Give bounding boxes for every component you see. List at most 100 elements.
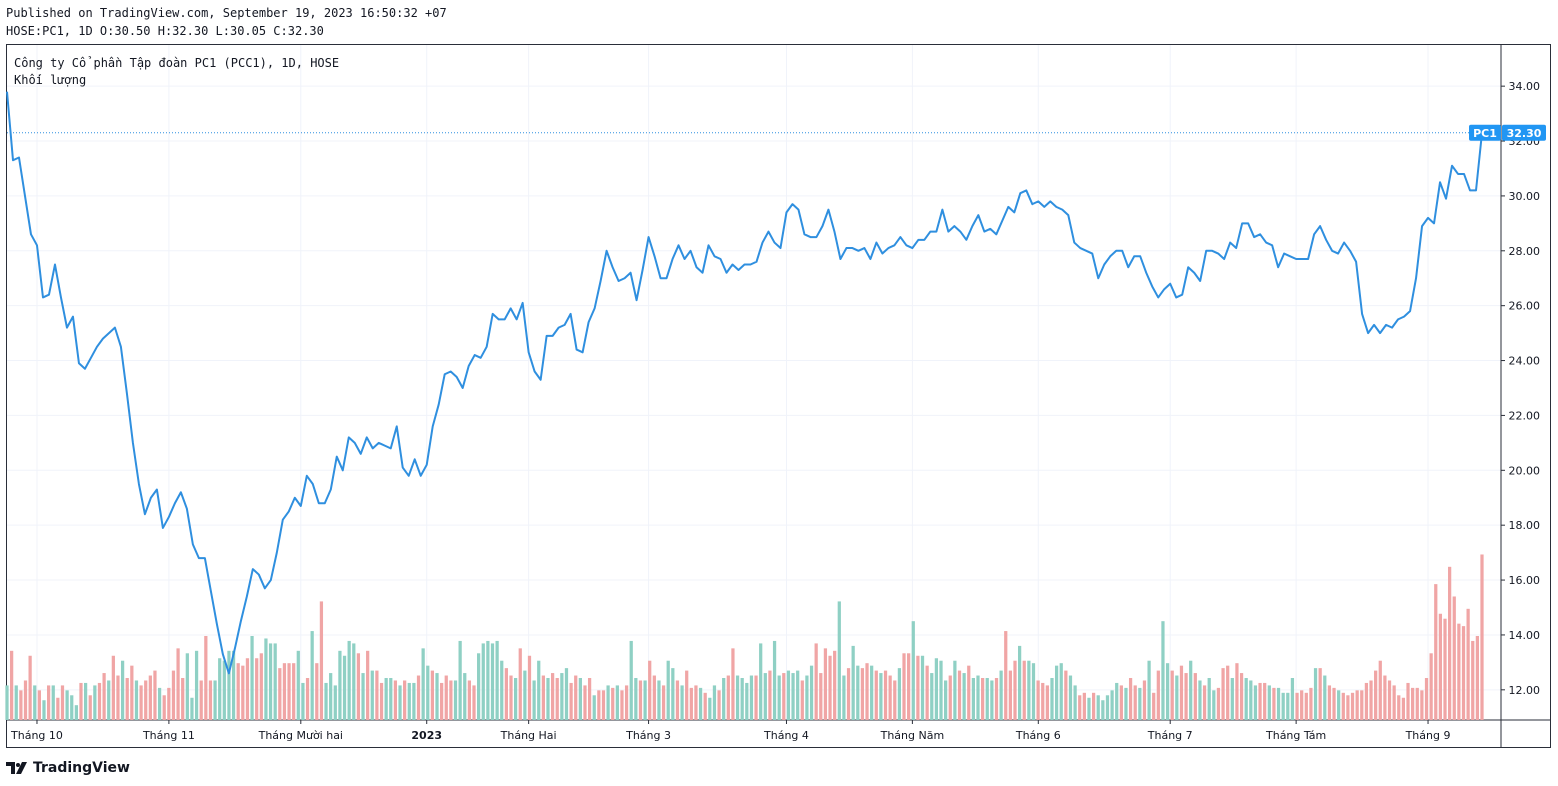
volume-bar: [222, 660, 226, 720]
volume-bar: [856, 665, 860, 720]
volume-bar: [1438, 613, 1443, 720]
volume-bar: [185, 653, 189, 720]
volume-bar: [1448, 566, 1452, 720]
volume-bar: [342, 655, 347, 720]
volume-bar: [292, 663, 296, 720]
volume-bar: [162, 695, 166, 720]
volume-bar: [60, 685, 65, 720]
volume-bar: [500, 660, 504, 720]
volume-bar: [870, 665, 874, 720]
volume-bar: [828, 655, 832, 720]
brand-name: TradingView: [33, 760, 130, 776]
volume-bar: [1133, 685, 1137, 720]
volume-bar: [749, 675, 754, 720]
volume-bar: [532, 680, 536, 720]
volume-bar: [1457, 623, 1461, 720]
volume-bar: [1346, 695, 1350, 720]
volume-bar: [1027, 660, 1031, 720]
volume-bar: [1272, 687, 1276, 720]
volume-bar: [1429, 653, 1433, 720]
volume-bar: [1471, 640, 1475, 720]
volume-bar: [134, 680, 139, 720]
volume-bar: [1378, 660, 1382, 720]
volume-bar: [1475, 636, 1479, 720]
volume-bar: [130, 665, 134, 720]
volume-bar: [120, 660, 125, 720]
volume-bar: [398, 685, 402, 720]
volume-bar: [1360, 690, 1364, 720]
time-tick-label: 2023: [411, 729, 442, 742]
volume-bar: [680, 685, 684, 720]
volume-bar: [1165, 663, 1170, 720]
volume-bar: [444, 675, 448, 720]
volume-bar: [1226, 665, 1230, 720]
time-tick-label: Tháng Mười hai: [258, 729, 343, 742]
symbol-badge-label: PC1: [1473, 127, 1497, 140]
volume-bar: [5, 685, 9, 720]
price-tick-label: 30.00: [1509, 190, 1541, 203]
volume-bar: [1480, 554, 1484, 720]
volume-bar: [1175, 675, 1179, 720]
volume-bar: [236, 663, 240, 720]
volume-bar: [1161, 621, 1165, 720]
volume-bar: [1327, 685, 1332, 720]
volume-bar: [1036, 680, 1040, 720]
volume-bar: [412, 682, 416, 720]
volume-bar: [782, 673, 786, 720]
volume-bar: [379, 682, 384, 720]
volume-bar: [231, 650, 236, 720]
volume-bar: [1253, 685, 1258, 720]
price-tick-label: 20.00: [1509, 464, 1541, 477]
volume-bar: [481, 643, 485, 720]
tradingview-logo-icon: [6, 762, 27, 774]
volume-bar: [1263, 682, 1267, 720]
volume-bar: [273, 643, 277, 720]
volume-bar: [1124, 687, 1128, 720]
volume-bar: [657, 680, 661, 720]
volume-bar: [352, 643, 356, 720]
volume-bar: [920, 655, 925, 720]
volume-bar: [791, 673, 795, 720]
volume-bar: [953, 660, 957, 720]
volume-bar: [587, 678, 592, 720]
volume-bar: [971, 678, 975, 720]
volume-bar: [1239, 673, 1244, 720]
volume-bar: [1374, 670, 1378, 720]
volume-bar: [1207, 678, 1211, 720]
volume-bar: [1281, 692, 1285, 720]
volume-bar: [712, 685, 717, 720]
volume-bar: [305, 678, 310, 720]
volume-bar: [1096, 695, 1100, 720]
price-tick-label: 28.00: [1509, 245, 1541, 258]
volume-bar: [102, 673, 106, 720]
volume-bar: [315, 663, 319, 720]
volume-bar: [375, 670, 379, 720]
volume-bar: [805, 675, 809, 720]
volume-bar: [624, 685, 629, 720]
volume-bar: [227, 650, 231, 720]
volume-bar: [754, 675, 758, 720]
volume-bar: [1184, 673, 1188, 720]
volume-bar: [717, 690, 721, 720]
time-tick-label: Tháng 11: [142, 729, 195, 742]
volume-bar: [555, 678, 559, 720]
volume-bar: [426, 665, 430, 720]
volume-bar: [264, 638, 268, 720]
tradingview-brand[interactable]: TradingView: [6, 758, 130, 778]
volume-bar: [537, 660, 541, 720]
volume-bar: [208, 680, 213, 720]
volume-bar: [1286, 692, 1290, 720]
volume-bar: [643, 680, 647, 720]
volume-bar: [661, 685, 666, 720]
volume-bar: [47, 685, 51, 720]
volume-bar: [467, 680, 471, 720]
time-tick-label: Tháng Năm: [880, 729, 945, 742]
volume-bar: [1082, 692, 1086, 720]
published-line: Published on TradingView.com, September …: [6, 6, 447, 20]
volume-bar: [550, 673, 555, 720]
volume-bar: [883, 670, 888, 720]
volume-bar: [1350, 692, 1355, 720]
volume-bar: [338, 650, 342, 720]
volume-bar: [190, 697, 194, 720]
